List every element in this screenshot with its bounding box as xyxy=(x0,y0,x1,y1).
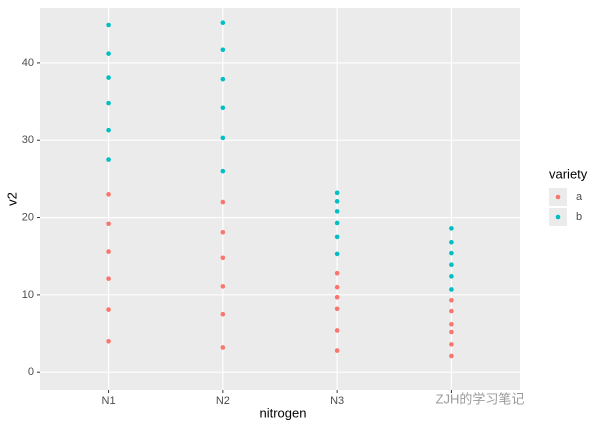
y-tick-label: 40 xyxy=(22,57,34,69)
point xyxy=(334,251,340,257)
point xyxy=(334,220,340,226)
y-tick-label: 30 xyxy=(22,134,34,146)
point xyxy=(449,226,454,231)
point xyxy=(106,22,111,28)
point xyxy=(449,353,454,359)
point xyxy=(449,240,454,245)
point xyxy=(220,20,226,25)
y-tick-label: 0 xyxy=(28,366,34,378)
point xyxy=(106,100,111,106)
point xyxy=(449,342,454,347)
point xyxy=(220,199,226,205)
legend-label: a xyxy=(576,191,583,203)
point xyxy=(106,338,111,344)
point xyxy=(106,127,111,133)
point xyxy=(220,135,226,141)
point xyxy=(334,190,340,196)
point xyxy=(449,287,454,292)
point xyxy=(106,221,111,227)
x-axis-label: nitrogen xyxy=(260,405,307,420)
panel xyxy=(40,8,520,390)
point xyxy=(449,274,454,279)
point xyxy=(334,306,340,312)
point xyxy=(334,270,340,276)
legend-title: variety xyxy=(549,166,588,181)
point xyxy=(449,321,454,327)
point xyxy=(106,157,111,162)
point xyxy=(449,262,454,268)
point xyxy=(106,276,111,281)
point xyxy=(334,234,340,240)
point xyxy=(334,348,340,353)
point xyxy=(220,76,226,82)
point xyxy=(334,209,340,214)
legend-marker xyxy=(555,194,561,200)
point xyxy=(334,199,340,204)
x-tick-label: N3 xyxy=(330,395,344,407)
legend-marker xyxy=(555,214,561,220)
x-tick-label: N2 xyxy=(216,395,230,407)
point xyxy=(106,249,111,254)
point xyxy=(106,192,111,197)
point xyxy=(220,311,226,317)
y-axis-label: v2 xyxy=(4,192,19,206)
y-tick-label: 20 xyxy=(22,211,34,223)
point xyxy=(334,294,340,300)
point xyxy=(220,229,226,235)
point xyxy=(220,255,226,261)
watermark: ZJH的学习笔记 xyxy=(436,391,525,406)
y-tick-label: 10 xyxy=(22,289,34,301)
point xyxy=(106,307,111,312)
x-tick-label: N1 xyxy=(102,395,116,407)
point xyxy=(220,284,226,289)
point xyxy=(449,250,454,256)
legend-label: b xyxy=(576,211,582,223)
point xyxy=(334,284,340,290)
point xyxy=(220,345,226,350)
point xyxy=(106,51,111,56)
point xyxy=(220,168,226,174)
point xyxy=(106,75,111,80)
point xyxy=(449,308,454,314)
point xyxy=(449,329,454,335)
point xyxy=(220,47,226,53)
point xyxy=(334,328,340,333)
point xyxy=(220,105,226,111)
point xyxy=(449,297,454,303)
